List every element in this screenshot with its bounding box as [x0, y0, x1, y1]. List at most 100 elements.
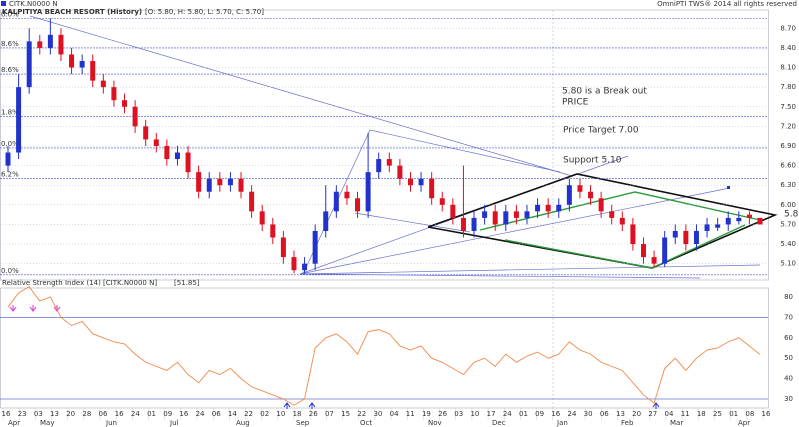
candle-body	[79, 60, 85, 68]
candle-body	[407, 178, 413, 186]
month-label: Nov	[428, 419, 442, 427]
candle-body	[609, 211, 615, 218]
x-tick-label: 24	[567, 410, 576, 418]
x-tick-label: 10	[470, 410, 479, 418]
month-label: Oct	[360, 419, 372, 427]
y-tick-label: 40	[784, 375, 793, 383]
buy-arrow	[308, 402, 316, 409]
month-label: May	[40, 419, 54, 427]
x-tick-label: 13	[616, 410, 625, 418]
y-tick-label: 30	[784, 395, 793, 403]
rsi-line	[7, 286, 761, 406]
x-tick-label: 15	[341, 410, 350, 418]
candle-body	[450, 204, 456, 218]
x-tick-label: 09	[163, 410, 172, 418]
last-price: 5.80	[784, 210, 799, 220]
candle-body	[344, 191, 350, 199]
x-tick-label: 27	[648, 410, 657, 418]
candle-body	[90, 60, 96, 81]
candle-body	[386, 159, 392, 166]
x-tick-label: 03	[34, 410, 43, 418]
y-tick-label: 70	[784, 313, 793, 321]
month-label: Mar	[670, 419, 683, 427]
x-tick-label: 18	[293, 410, 302, 418]
x-tick-label: 30	[373, 410, 382, 418]
x-tick-label: 19	[422, 410, 431, 418]
y-tick-label: 50	[784, 354, 793, 362]
month-label: Jul	[169, 419, 179, 427]
candle-body	[196, 172, 202, 192]
rsi-title: Relative Strength Index (14) [CITK.N0000…	[2, 279, 157, 287]
candle-body	[217, 178, 223, 186]
candle-body	[577, 185, 583, 192]
candle-body	[662, 237, 668, 264]
annotation: Support 5.10	[563, 156, 622, 166]
y-tick-label: 6.90	[780, 142, 796, 150]
x-tick-label: 09	[535, 410, 544, 418]
candle-body	[736, 217, 742, 222]
y-tick-label: 5.10	[780, 260, 796, 268]
x-tick-label: 17	[487, 410, 496, 418]
x-tick-label: 30	[584, 410, 593, 418]
copyright: OmniPTI TWS® 2014 all rights reserved	[657, 0, 797, 8]
x-tick-label: 11	[406, 410, 415, 418]
candle-body	[47, 34, 53, 48]
annotation: 5.80 is a Break out	[562, 87, 647, 97]
fib-label: 1.8%	[1, 109, 19, 117]
candle-body	[397, 165, 403, 179]
x-tick-label: 01	[729, 410, 738, 418]
candle-body	[280, 237, 286, 258]
rsi-panel	[0, 287, 769, 409]
candle-body	[164, 145, 170, 160]
x-tick-label: 01	[147, 410, 156, 418]
candle-body	[619, 217, 625, 225]
x-tick-label: 28	[82, 410, 91, 418]
x-tick-label: 22	[357, 410, 366, 418]
x-tick-label: 26	[438, 410, 447, 418]
candle-body	[524, 211, 530, 218]
x-tick-label: 04	[665, 410, 674, 418]
candle-body	[100, 80, 106, 88]
fib-label: 8.6%	[1, 66, 19, 74]
candle-body	[376, 159, 382, 173]
candle-body	[312, 230, 318, 264]
sell-arrow	[9, 305, 17, 312]
x-tick-label: 23	[18, 410, 27, 418]
fib-label: 0.0%	[1, 140, 19, 148]
candle-body	[270, 224, 276, 238]
y-tick-label: 5.40	[780, 240, 796, 248]
candle-body	[429, 178, 435, 199]
fib-label: 6.2%	[1, 171, 19, 179]
candle-body	[683, 230, 689, 245]
month-label: Feb	[621, 419, 634, 427]
x-tick-label: 03	[454, 410, 463, 418]
fib-label: 0.0%	[1, 10, 19, 18]
candle-body	[704, 224, 710, 231]
price-panel	[0, 9, 769, 281]
candle-body	[640, 244, 646, 258]
candle-body	[492, 211, 498, 225]
candle-body	[715, 224, 721, 228]
candle-body	[482, 211, 488, 218]
candle-body	[503, 211, 509, 225]
candle-body	[513, 211, 519, 218]
candle-body	[111, 87, 117, 101]
month-label: Jun	[105, 419, 117, 427]
x-tick-label: 18	[697, 410, 706, 418]
candle-body	[206, 178, 212, 192]
x-tick-label: 06	[600, 410, 609, 418]
candle-body	[556, 204, 562, 212]
y-tick-label: 7.80	[780, 83, 796, 91]
candle-body	[291, 257, 297, 271]
x-tick-label: 16	[2, 410, 11, 418]
candle-body	[545, 204, 551, 212]
candle-body	[630, 224, 636, 245]
fib-label: 8.6%	[1, 40, 19, 48]
x-tick-label: 13	[50, 410, 59, 418]
month-label: Jan	[556, 419, 568, 427]
candle-body	[693, 230, 699, 245]
candle-body	[153, 139, 159, 146]
candle-body	[37, 41, 43, 48]
x-tick-label: 24	[131, 410, 140, 418]
month-label: Apr	[8, 419, 20, 427]
